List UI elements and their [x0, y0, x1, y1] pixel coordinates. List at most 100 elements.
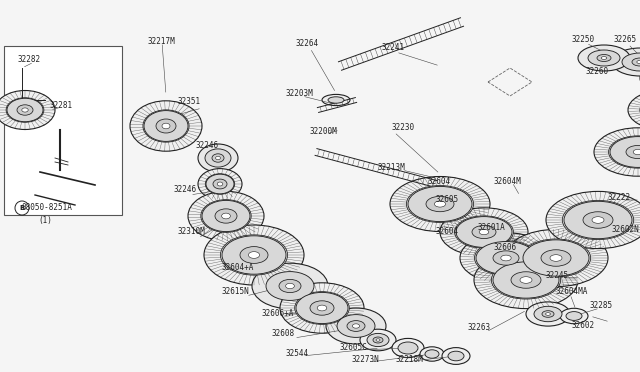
Text: 32606: 32606: [494, 244, 517, 253]
Text: 32217M: 32217M: [148, 38, 176, 46]
Text: 32273N: 32273N: [352, 356, 380, 365]
Ellipse shape: [578, 45, 630, 71]
Ellipse shape: [144, 110, 188, 141]
Ellipse shape: [216, 156, 220, 160]
Ellipse shape: [560, 308, 588, 324]
Ellipse shape: [597, 55, 611, 61]
Text: 32203M: 32203M: [285, 89, 313, 97]
Ellipse shape: [626, 145, 640, 158]
Text: 32281: 32281: [50, 100, 73, 109]
Ellipse shape: [406, 186, 474, 222]
Ellipse shape: [583, 212, 613, 228]
Ellipse shape: [221, 213, 230, 219]
Ellipse shape: [628, 90, 640, 130]
Ellipse shape: [213, 179, 227, 189]
Ellipse shape: [310, 301, 334, 315]
Ellipse shape: [523, 240, 589, 276]
Ellipse shape: [347, 321, 365, 331]
Text: 32265: 32265: [614, 35, 637, 45]
Ellipse shape: [542, 311, 554, 317]
Ellipse shape: [522, 239, 591, 277]
Text: 32241: 32241: [382, 44, 405, 52]
Ellipse shape: [215, 209, 237, 223]
Text: 32605: 32605: [436, 196, 459, 205]
Ellipse shape: [220, 235, 287, 275]
Ellipse shape: [353, 324, 360, 328]
Text: 32601A: 32601A: [478, 224, 506, 232]
Ellipse shape: [566, 312, 582, 320]
Text: 32250: 32250: [572, 35, 595, 44]
Text: 32604+A: 32604+A: [222, 263, 254, 273]
Ellipse shape: [408, 186, 472, 222]
Ellipse shape: [326, 308, 386, 344]
Ellipse shape: [17, 105, 33, 115]
Text: 32351: 32351: [178, 97, 201, 106]
Text: 32604: 32604: [436, 228, 459, 237]
Text: 32285: 32285: [590, 301, 613, 311]
Text: 32218M: 32218M: [396, 356, 424, 365]
Text: 32604MA: 32604MA: [556, 288, 588, 296]
Text: 32605C: 32605C: [340, 343, 368, 353]
Text: B: B: [19, 205, 24, 211]
Ellipse shape: [130, 101, 202, 151]
Ellipse shape: [520, 277, 532, 283]
Ellipse shape: [493, 251, 519, 265]
Ellipse shape: [460, 233, 552, 283]
Text: 32604M: 32604M: [494, 177, 522, 186]
Ellipse shape: [337, 315, 375, 337]
Text: 32222: 32222: [608, 193, 631, 202]
Ellipse shape: [205, 174, 235, 194]
Ellipse shape: [601, 57, 607, 60]
Ellipse shape: [360, 329, 396, 351]
Text: 08050-8251A: 08050-8251A: [22, 203, 73, 212]
Ellipse shape: [0, 90, 55, 129]
Ellipse shape: [622, 53, 640, 71]
Ellipse shape: [266, 272, 314, 301]
Text: 32310M: 32310M: [178, 228, 205, 237]
Ellipse shape: [376, 339, 380, 341]
Text: 32230: 32230: [392, 124, 415, 132]
Text: 32246: 32246: [196, 141, 219, 150]
Ellipse shape: [474, 251, 578, 309]
Ellipse shape: [545, 313, 550, 315]
Ellipse shape: [317, 305, 327, 311]
Ellipse shape: [373, 337, 383, 343]
Ellipse shape: [322, 94, 350, 106]
Ellipse shape: [435, 201, 445, 207]
Ellipse shape: [633, 150, 640, 155]
Text: 32604: 32604: [428, 177, 451, 186]
Ellipse shape: [280, 283, 364, 333]
Ellipse shape: [637, 60, 640, 64]
Ellipse shape: [526, 302, 570, 326]
Text: 32260: 32260: [586, 67, 609, 77]
Circle shape: [15, 201, 29, 215]
Ellipse shape: [511, 272, 541, 288]
Ellipse shape: [456, 217, 512, 247]
Ellipse shape: [550, 255, 562, 261]
Ellipse shape: [206, 174, 234, 194]
Ellipse shape: [248, 251, 260, 259]
Ellipse shape: [217, 182, 223, 186]
Ellipse shape: [563, 201, 634, 240]
Ellipse shape: [492, 261, 561, 299]
Ellipse shape: [472, 225, 496, 238]
Ellipse shape: [398, 342, 418, 354]
Text: 32544: 32544: [286, 350, 309, 359]
Text: 32263: 32263: [468, 324, 491, 333]
Ellipse shape: [610, 137, 640, 167]
Ellipse shape: [474, 241, 538, 275]
Text: 32264: 32264: [295, 39, 318, 48]
Text: 32213M: 32213M: [378, 164, 406, 173]
Ellipse shape: [541, 250, 571, 266]
Ellipse shape: [285, 283, 294, 289]
Ellipse shape: [546, 192, 640, 248]
Text: 32602N: 32602N: [612, 225, 640, 234]
Ellipse shape: [188, 191, 264, 241]
Ellipse shape: [294, 292, 349, 324]
Ellipse shape: [609, 136, 640, 168]
Ellipse shape: [500, 255, 511, 261]
Ellipse shape: [476, 241, 536, 275]
Ellipse shape: [564, 201, 632, 239]
Ellipse shape: [612, 48, 640, 76]
Ellipse shape: [588, 50, 620, 66]
